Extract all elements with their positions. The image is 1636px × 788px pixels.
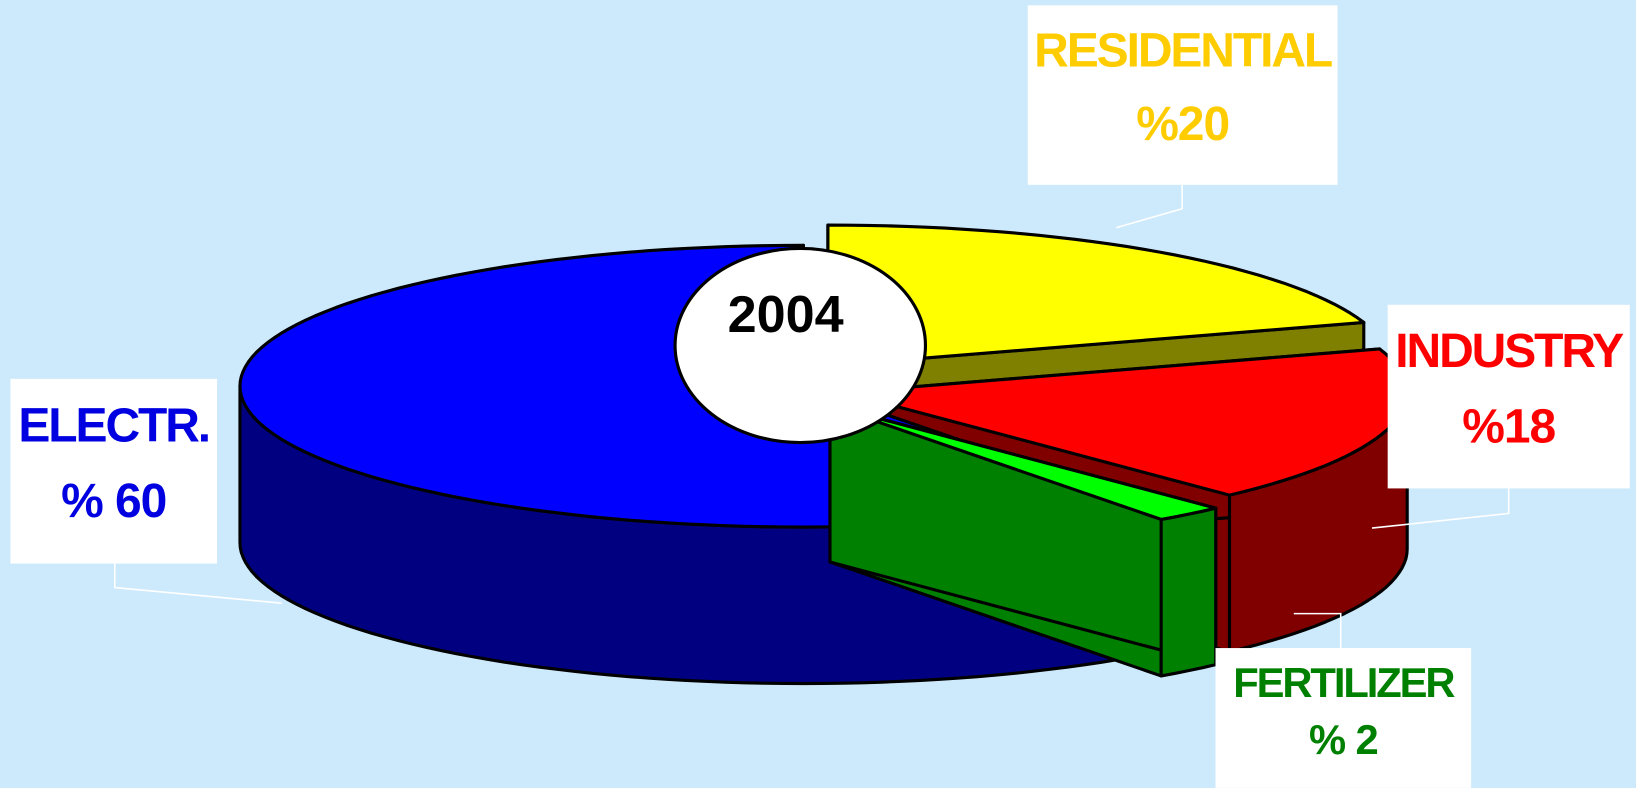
pie xyxy=(238,223,1409,686)
title-badge xyxy=(673,246,928,445)
slice-top xyxy=(828,403,1218,521)
value-label: % 60 xyxy=(61,475,166,528)
label-box xyxy=(10,378,218,564)
category-label: RESIDENTIAL xyxy=(1034,24,1332,77)
label-box xyxy=(1215,648,1472,788)
slice-wall xyxy=(1159,506,1218,678)
chart-title: 2004 xyxy=(728,286,844,344)
leader-line xyxy=(1371,488,1510,529)
category-label: FERTILIZER xyxy=(1233,659,1455,706)
label-box xyxy=(1027,5,1338,185)
value-label: %18 xyxy=(1462,400,1555,453)
value-label: % 2 xyxy=(1309,716,1378,763)
category-label: ELECTR. xyxy=(18,399,209,452)
leader-line xyxy=(113,563,282,604)
leader-line xyxy=(1293,612,1342,649)
leader-line xyxy=(1116,184,1183,229)
value-label: %20 xyxy=(1136,98,1229,151)
category-label: INDUSTRY xyxy=(1395,325,1624,378)
slice-top xyxy=(826,223,1366,368)
labels: ELECTR. % 60 FERTILIZER % 2 INDUSTRY %18 RESID… xyxy=(10,5,1630,788)
label-box xyxy=(1387,304,1630,489)
